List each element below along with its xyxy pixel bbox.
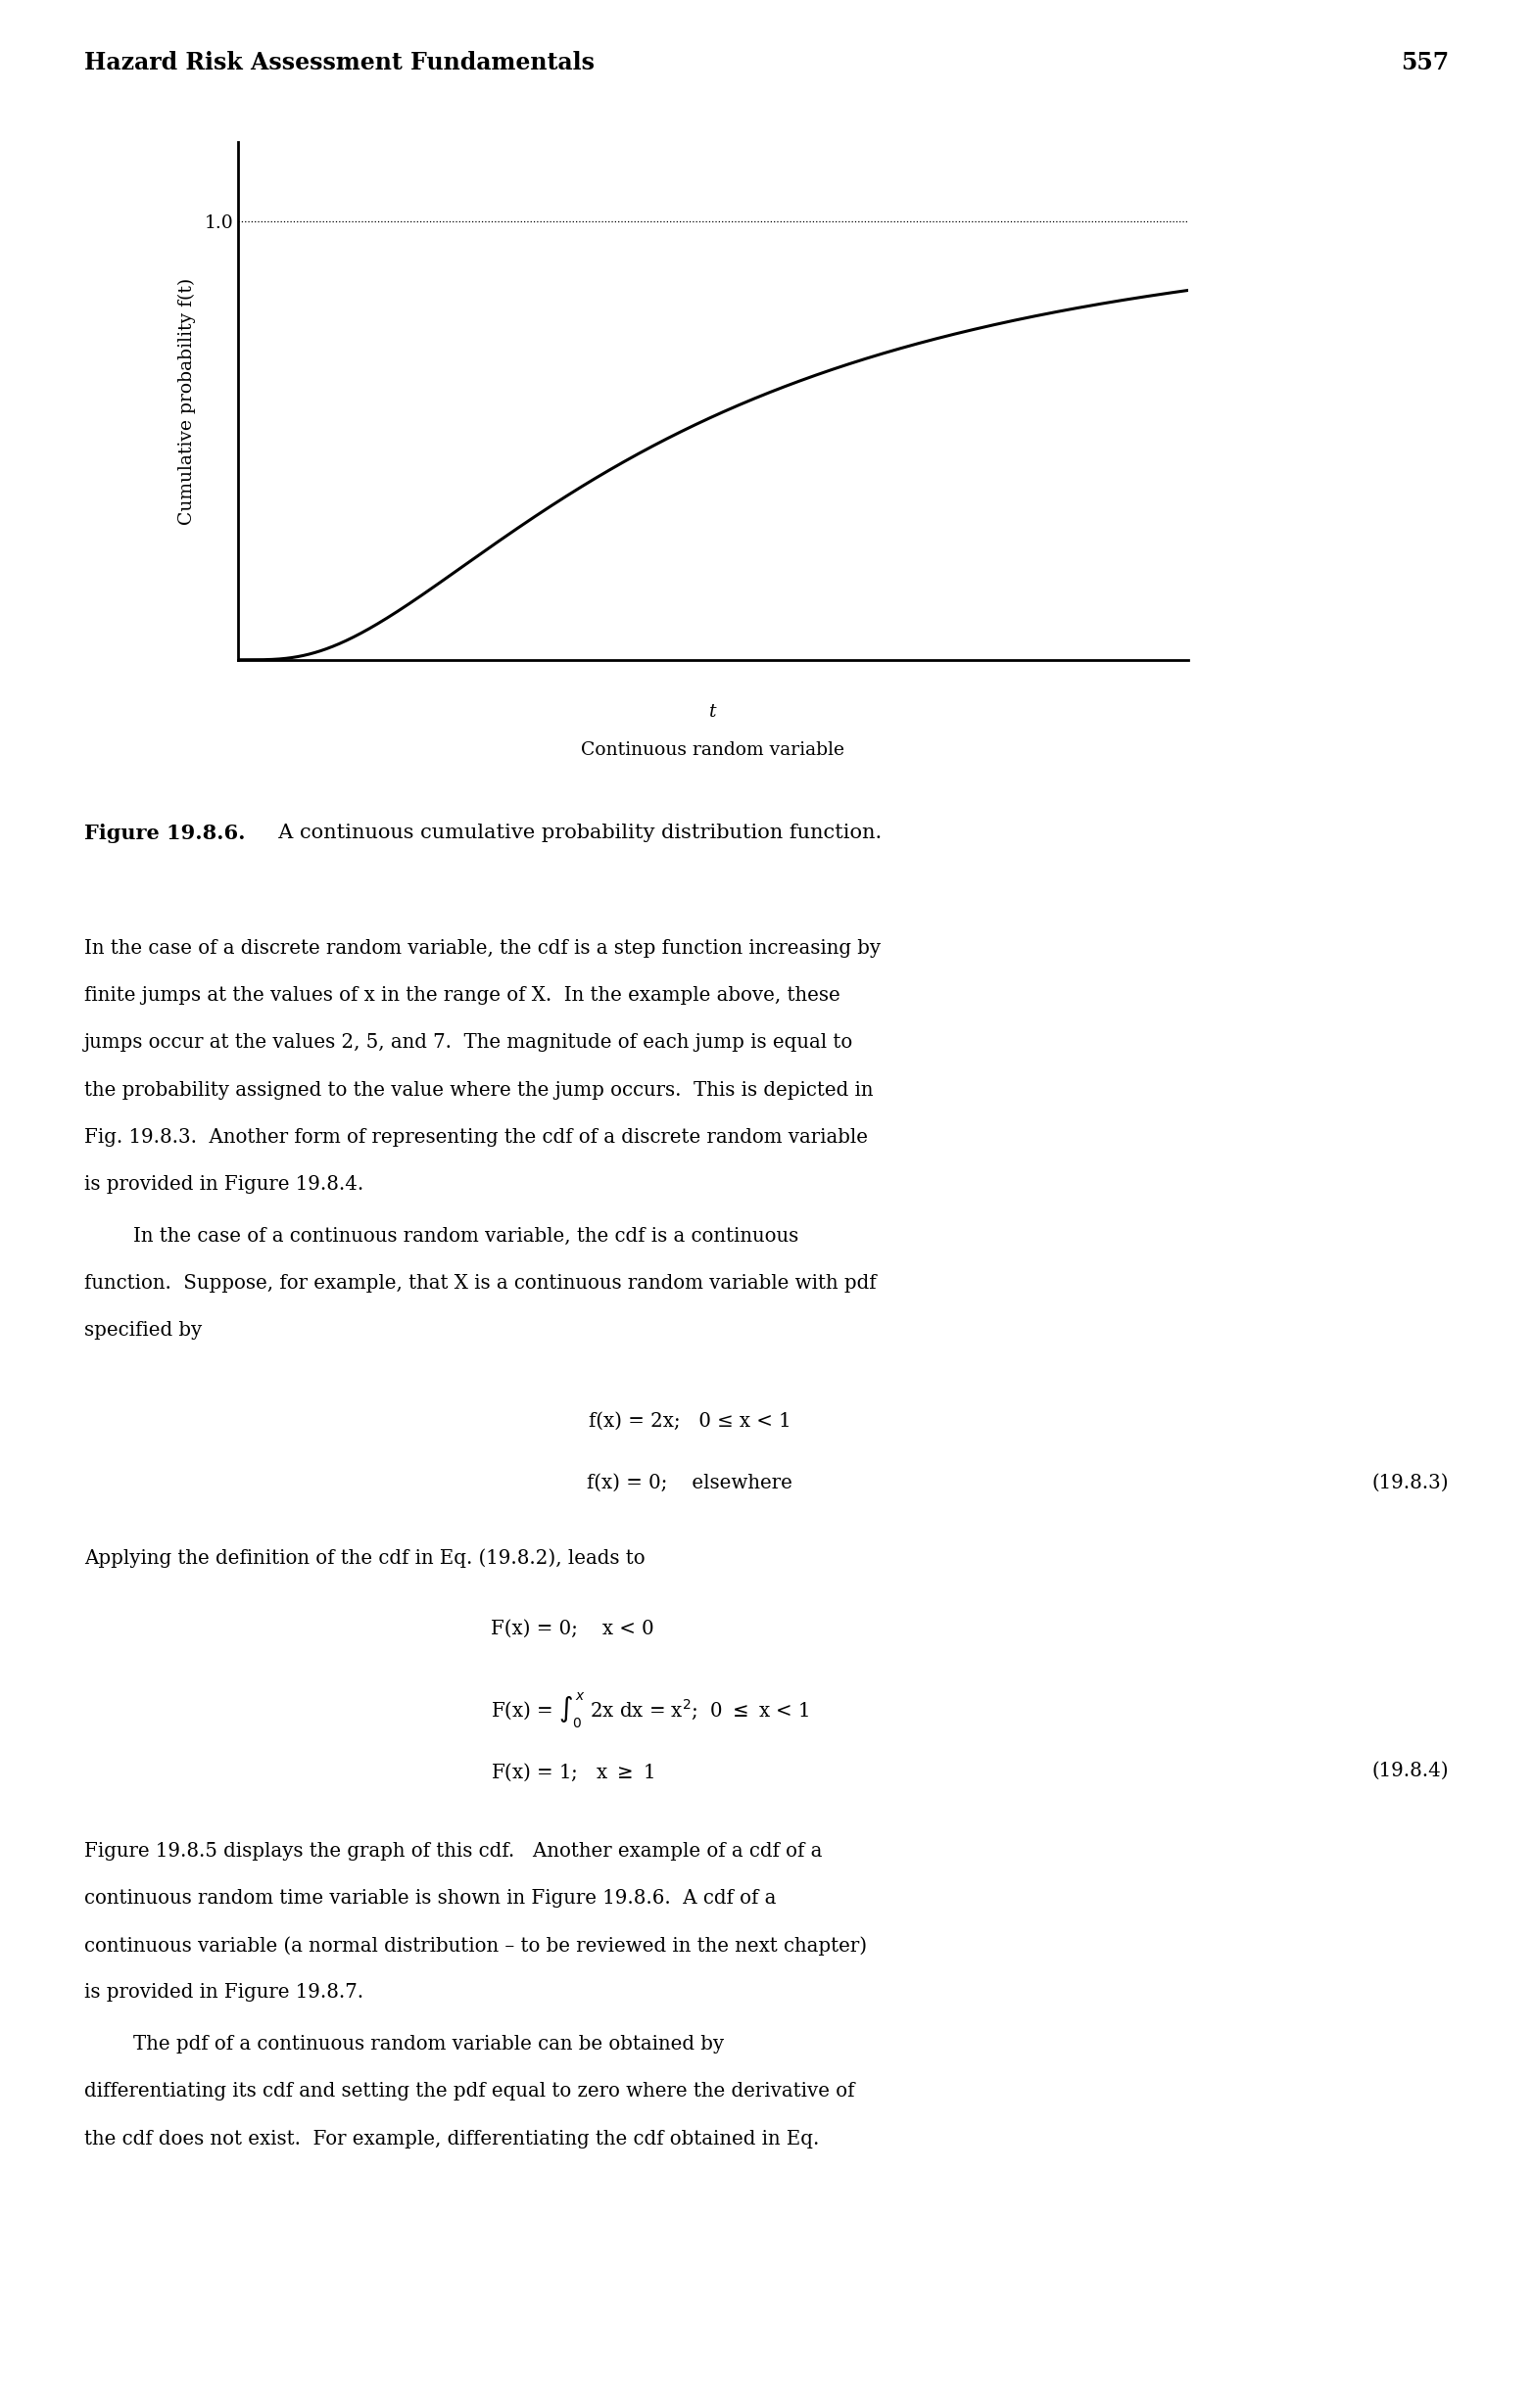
- Text: is provided in Figure 19.8.7.: is provided in Figure 19.8.7.: [84, 1984, 363, 2001]
- Text: A continuous cumulative probability distribution function.: A continuous cumulative probability dist…: [265, 824, 881, 843]
- Text: finite jumps at the values of x in the range of X.  In the example above, these: finite jumps at the values of x in the r…: [84, 987, 840, 1004]
- Text: Figure 19.8.5 displays the graph of this cdf.   Another example of a cdf of a: Figure 19.8.5 displays the graph of this…: [84, 1842, 822, 1859]
- Text: 557: 557: [1401, 51, 1449, 75]
- Text: F(x) = 1;   x $\geq$ 1: F(x) = 1; x $\geq$ 1: [491, 1760, 655, 1784]
- Text: the cdf does not exist.  For example, differentiating the cdf obtained in Eq.: the cdf does not exist. For example, dif…: [84, 2129, 819, 2148]
- Text: The pdf of a continuous random variable can be obtained by: The pdf of a continuous random variable …: [84, 2035, 724, 2054]
- Text: In the case of a discrete random variable, the cdf is a step function increasing: In the case of a discrete random variabl…: [84, 939, 881, 958]
- Text: jumps occur at the values 2, 5, and 7.  The magnitude of each jump is equal to: jumps occur at the values 2, 5, and 7. T…: [84, 1033, 854, 1052]
- Text: Hazard Risk Assessment Fundamentals: Hazard Risk Assessment Fundamentals: [84, 51, 595, 75]
- Text: (19.8.3): (19.8.3): [1372, 1474, 1449, 1493]
- Text: the probability assigned to the value where the jump occurs.  This is depicted i: the probability assigned to the value wh…: [84, 1081, 874, 1100]
- Text: specified by: specified by: [84, 1322, 202, 1341]
- Text: is provided in Figure 19.8.4.: is provided in Figure 19.8.4.: [84, 1175, 363, 1194]
- Text: Applying the definition of the cdf in Eq. (19.8.2), leads to: Applying the definition of the cdf in Eq…: [84, 1548, 645, 1568]
- Text: function.  Suppose, for example, that X is a continuous random variable with pdf: function. Suppose, for example, that X i…: [84, 1274, 877, 1293]
- Text: t: t: [710, 703, 716, 720]
- Text: Figure 19.8.6.: Figure 19.8.6.: [84, 824, 245, 843]
- Text: continuous variable (a normal distribution – to be reviewed in the next chapter): continuous variable (a normal distributi…: [84, 1936, 868, 1955]
- Text: Continuous random variable: Continuous random variable: [581, 742, 845, 759]
- Text: Fig. 19.8.3.  Another form of representing the cdf of a discrete random variable: Fig. 19.8.3. Another form of representin…: [84, 1127, 868, 1146]
- Text: F(x) = $\int_0^x$ 2x dx = x$^2$;  0 $\leq$ x < 1: F(x) = $\int_0^x$ 2x dx = x$^2$; 0 $\leq…: [491, 1690, 809, 1729]
- Text: f(x) = 2x;   0 ≤ x < 1: f(x) = 2x; 0 ≤ x < 1: [589, 1411, 791, 1430]
- Text: differentiating its cdf and setting the pdf equal to zero where the derivative o: differentiating its cdf and setting the …: [84, 2083, 855, 2100]
- Text: f(x) = 0;    elsewhere: f(x) = 0; elsewhere: [587, 1474, 793, 1493]
- Text: F(x) = 0;    x < 0: F(x) = 0; x < 0: [491, 1621, 653, 1637]
- Text: In the case of a continuous random variable, the cdf is a continuous: In the case of a continuous random varia…: [84, 1228, 799, 1245]
- Text: continuous random time variable is shown in Figure 19.8.6.  A cdf of a: continuous random time variable is shown…: [84, 1888, 776, 1907]
- Text: (19.8.4): (19.8.4): [1372, 1760, 1449, 1780]
- Y-axis label: Cumulative probability f(t): Cumulative probability f(t): [178, 277, 196, 525]
